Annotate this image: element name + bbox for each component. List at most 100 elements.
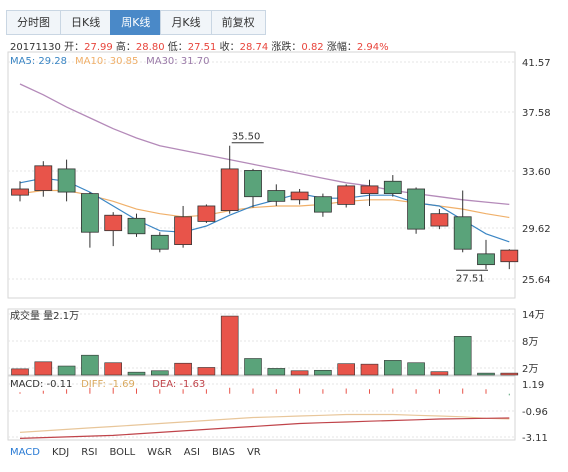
ma30-line [19,83,510,206]
candle-body [174,216,193,245]
volume-bar [430,371,449,376]
ma-legend-item: MA30: 31.70 [146,56,209,67]
indicator-tab-rsi[interactable]: RSI [81,447,98,458]
candle-body [360,185,379,195]
tab-0[interactable]: 分时图 [6,10,60,35]
volume-bar [57,365,76,376]
indicator-tabs: MACD KDJ RSI BOLL W&R ASI BIAS VR [10,447,273,458]
candle-body [34,165,53,191]
volume-bar [81,354,99,376]
info-open-label: 开： [64,42,85,53]
ma5-line [19,177,510,243]
candle-body [127,217,146,235]
volume-bar [11,368,29,376]
ma-legend-item: MA10: 30.85 [75,56,138,67]
volume-bar [267,368,286,376]
info-close: 28.74 [239,42,269,53]
volume-bar [127,371,146,376]
indicator-tab-kdj[interactable]: KDJ [51,447,70,458]
price-tick-label: 37.58 [522,108,551,119]
volume-bar [477,372,495,376]
info-pct: 2.94% [356,42,389,53]
indicator-tab-vr[interactable]: VR [246,447,261,458]
tab-4[interactable]: 前复权 [210,10,266,35]
info-date: 20171130 [10,42,61,53]
candle-body [57,168,76,193]
info-change-label: 涨跌： [271,42,302,53]
candle-body [313,196,332,213]
candle-body [453,216,472,250]
candle-body [150,234,169,250]
volume-bar [220,315,239,376]
candle-body [220,168,239,211]
candle-body [290,191,309,201]
macd-tick-label: -0.96 [522,407,548,418]
volume-bar [360,363,379,376]
candle-body [407,188,426,230]
volume-bar [337,363,356,376]
volume-bar [244,358,262,376]
macd-diff-line [19,413,510,433]
info-pct-label: 涨幅： [326,42,357,53]
ma-legend-item: MA5: 29.28 [10,56,67,67]
volume-bar [383,360,402,376]
tab-1[interactable]: 日K线 [60,10,111,35]
volume-tick-label: 2万 [522,364,538,375]
volume-legend: 成交量 量2.1万 [10,309,79,322]
candle-body [383,180,402,195]
info-high: 28.80 [135,42,165,53]
tab-3[interactable]: 月K线 [160,10,211,35]
volume-bar [174,362,192,376]
max-price-annotation: 35.50 [232,132,261,143]
indicator-tab-bias[interactable]: BIAS [211,447,235,458]
candle-body [477,253,495,266]
macd-legend-item: DEA: -1.63 [152,379,205,390]
ohlc-info-bar: 20171130 开：27.99 高：28.80 低：27.51 收：28.74… [10,38,389,53]
indicator-tab-macd[interactable]: MACD [10,447,40,458]
price-tick-label: 33.60 [522,167,551,178]
volume-bar [34,361,53,376]
candle-body [267,190,286,202]
info-change: 0.82 [301,42,324,53]
macd-legend-item: DIFF: -1.69 [81,379,135,390]
macd-tick-label: 1.19 [522,380,544,391]
volume-tick-label: 14万 [522,310,545,321]
info-low-label: 低： [167,42,188,53]
macd-dea-line [19,417,510,439]
candle-body [104,214,123,232]
volume-bar [407,362,425,376]
volume-tick-label: 8万 [522,337,538,348]
indicator-tab-asi[interactable]: ASI [183,447,200,458]
price-tick-label: 25.64 [522,275,551,286]
indicator-tab-boll[interactable]: BOLL [109,447,136,458]
info-open: 27.99 [84,42,113,53]
chart-period-tabs: 分时图 日K线 周K线 月K线 前复权 [6,10,266,35]
price-tick-label: 41.57 [522,58,551,69]
candle-body [11,188,29,196]
volume-bar [151,370,169,376]
volume-bar [197,367,216,376]
volume-bar [500,372,519,376]
volume-bar [104,362,122,376]
info-low: 27.51 [187,42,217,53]
volume-bar [314,369,332,376]
candle-body [197,205,216,222]
candle-body [244,170,262,198]
candle-body [430,213,449,227]
macd-tick-label: -3.11 [522,433,548,444]
volume-bar [290,370,309,376]
macd-legend-item: MACD: -0.11 [10,379,72,390]
price-panel-frame [7,51,516,299]
info-close-label: 收： [219,42,240,53]
min-price-annotation: 27.51 [456,273,485,284]
candle-body [337,185,356,205]
volume-bar [453,336,472,376]
price-tick-label: 29.62 [522,224,551,235]
macd-panel-frame [7,375,516,441]
tab-2[interactable]: 周K线 [110,10,161,35]
candle-body [81,193,99,233]
indicator-tab-wr[interactable]: W&R [147,447,172,458]
info-high-label: 高： [115,42,136,53]
candle-body [500,249,519,263]
